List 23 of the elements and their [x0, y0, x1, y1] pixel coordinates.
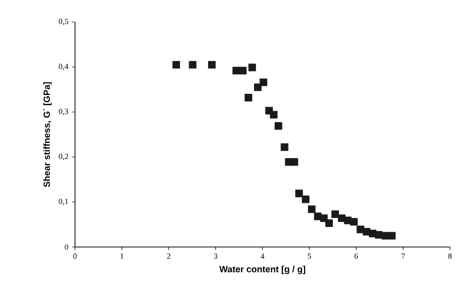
point	[325, 219, 333, 227]
point	[290, 158, 298, 166]
point	[374, 231, 383, 239]
point	[350, 218, 358, 226]
point	[244, 94, 252, 102]
point	[239, 66, 247, 74]
point	[254, 83, 262, 92]
point	[172, 60, 180, 69]
point	[302, 196, 310, 204]
point	[308, 205, 316, 213]
y-axis-title: Shear stiffness, G´ [GPa]	[43, 82, 52, 188]
point	[270, 110, 278, 118]
point	[208, 60, 216, 69]
point	[232, 66, 240, 74]
point	[274, 122, 282, 130]
point	[295, 190, 303, 198]
point	[188, 60, 196, 69]
x-axis-title: Water content [g / g]	[219, 266, 306, 274]
point	[331, 210, 339, 218]
point	[260, 78, 268, 86]
point	[280, 143, 288, 151]
point	[388, 232, 396, 240]
point	[248, 64, 256, 72]
